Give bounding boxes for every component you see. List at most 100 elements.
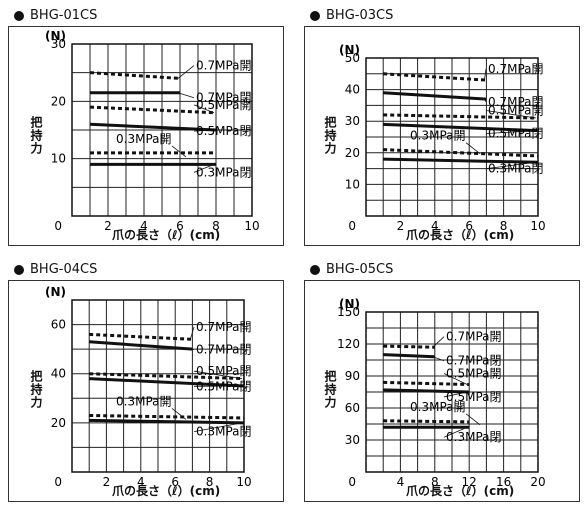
series-label: 0.5MPa開 (196, 98, 252, 112)
chart-title-0: BHG-01CS (14, 8, 97, 23)
chart-title-text: BHG-04CS (30, 262, 98, 277)
series-label: 0.3MPa開 (116, 394, 172, 408)
chart-title-text: BHG-03CS (326, 8, 394, 23)
plot-area (365, 311, 539, 473)
chart-panel-0 (8, 26, 284, 246)
y-tick-label: 20 (345, 146, 360, 160)
series-label: 0.7MPa閉 (446, 354, 502, 368)
series-line (383, 122, 539, 133)
series-line (383, 388, 470, 394)
plot-area (365, 57, 539, 217)
y-unit-label: (N) (339, 43, 360, 57)
series-line (383, 353, 435, 359)
series-label: 0.5MPa閉 (196, 124, 252, 138)
leader-line (484, 68, 487, 81)
x-tick-label: 8 (206, 475, 214, 489)
y-unit-label: (N) (45, 29, 66, 43)
y-tick-label: 20 (51, 416, 66, 430)
chart-title-3: BHG-05CS (310, 262, 393, 277)
x-tick-label: 12 (462, 475, 477, 489)
series-label: 0.5MPa開 (196, 364, 252, 378)
y-axis-label-2: 把持力 (29, 370, 43, 409)
series-line (383, 72, 487, 82)
series-label: 0.7MPa開 (446, 330, 502, 344)
series-label: 0.3MPa閉 (446, 430, 502, 444)
x-tick-label: 6 (465, 219, 473, 233)
series-label: 0.5MPa開 (446, 366, 502, 380)
series-label: 0.3MPa閉 (488, 162, 544, 176)
leader-line (484, 98, 487, 103)
series-line (383, 91, 487, 101)
series-label: 0.5MPa閉 (446, 390, 502, 404)
x-tick-label: 8 (500, 219, 508, 233)
series-label: 0.5MPa開 (488, 103, 544, 117)
series-label: 0.7MPa閉 (488, 95, 544, 109)
y-tick-label: 10 (345, 177, 360, 191)
chart-title-1: BHG-03CS (310, 8, 393, 23)
y-tick-label: 30 (51, 37, 66, 51)
plot-area (71, 43, 253, 217)
x-axis-label-1: 爪の長さ（ℓ）(cm) (406, 228, 515, 242)
leader-line (193, 129, 215, 132)
x-tick-label: 10 (530, 219, 545, 233)
leader-line (177, 65, 195, 79)
origin-label: 0 (54, 219, 62, 233)
x-tick-label: 20 (530, 475, 545, 489)
leader-line (465, 142, 481, 154)
origin-label: 0 (348, 475, 356, 489)
leader-line (443, 391, 468, 398)
x-axis-label-2: 爪の長さ（ℓ）(cm) (112, 484, 221, 498)
y-tick-label: 90 (345, 369, 360, 383)
leader-line (177, 92, 195, 99)
x-tick-label: 4 (140, 219, 148, 233)
x-tick-label: 4 (137, 475, 145, 489)
y-tick-label: 40 (51, 367, 66, 381)
y-tick-label: 10 (51, 152, 66, 166)
bullet-icon (14, 264, 24, 275)
series-label: 0.7MPa開 (196, 320, 252, 334)
origin-label: 0 (348, 219, 356, 233)
x-tick-label: 2 (104, 219, 112, 233)
y-tick-label: 20 (51, 94, 66, 108)
bullet-icon (14, 10, 24, 21)
leader-line (193, 164, 215, 173)
x-axis-label-3: 爪の長さ（ℓ）(cm) (406, 484, 515, 498)
series-line (89, 340, 193, 351)
series-label: 0.5MPa閉 (488, 127, 544, 141)
x-tick-label: 4 (431, 219, 439, 233)
x-tick-label: 10 (244, 219, 259, 233)
leader-line (432, 336, 445, 348)
y-unit-label: (N) (339, 297, 360, 311)
series-label: 0.3MPa閉 (196, 425, 252, 439)
x-tick-label: 6 (171, 475, 179, 489)
x-tick-label: 16 (496, 475, 511, 489)
series-label: 0.5MPa閉 (196, 379, 252, 393)
series-line (383, 113, 539, 120)
x-tick-label: 10 (236, 475, 251, 489)
leader-line (443, 373, 468, 385)
leader-line (465, 413, 481, 426)
series-line (383, 344, 435, 349)
leader-line (485, 130, 537, 134)
leader-line (171, 408, 187, 420)
leader-line (193, 422, 243, 433)
x-tick-label: 2 (397, 219, 405, 233)
chart-panel-2 (8, 280, 284, 502)
chart-panel-1 (304, 26, 580, 246)
series-line (89, 372, 245, 381)
y-unit-label: (N) (45, 285, 66, 299)
series-label: 0.7MPa閉 (196, 91, 252, 105)
x-tick-label: 4 (397, 475, 405, 489)
y-tick-label: 30 (345, 433, 360, 447)
y-axis-label-3: 把持力 (323, 370, 337, 409)
chart-title-text: BHG-05CS (326, 262, 394, 277)
x-tick-label: 8 (431, 475, 439, 489)
series-line (89, 122, 217, 132)
series-label: 0.3MPa開 (116, 132, 172, 146)
y-axis-label-1: 把持力 (323, 116, 337, 155)
y-tick-label: 120 (337, 337, 360, 351)
series-label: 0.3MPa開 (410, 129, 466, 143)
leader-line (432, 356, 445, 362)
y-tick-label: 50 (345, 51, 360, 65)
